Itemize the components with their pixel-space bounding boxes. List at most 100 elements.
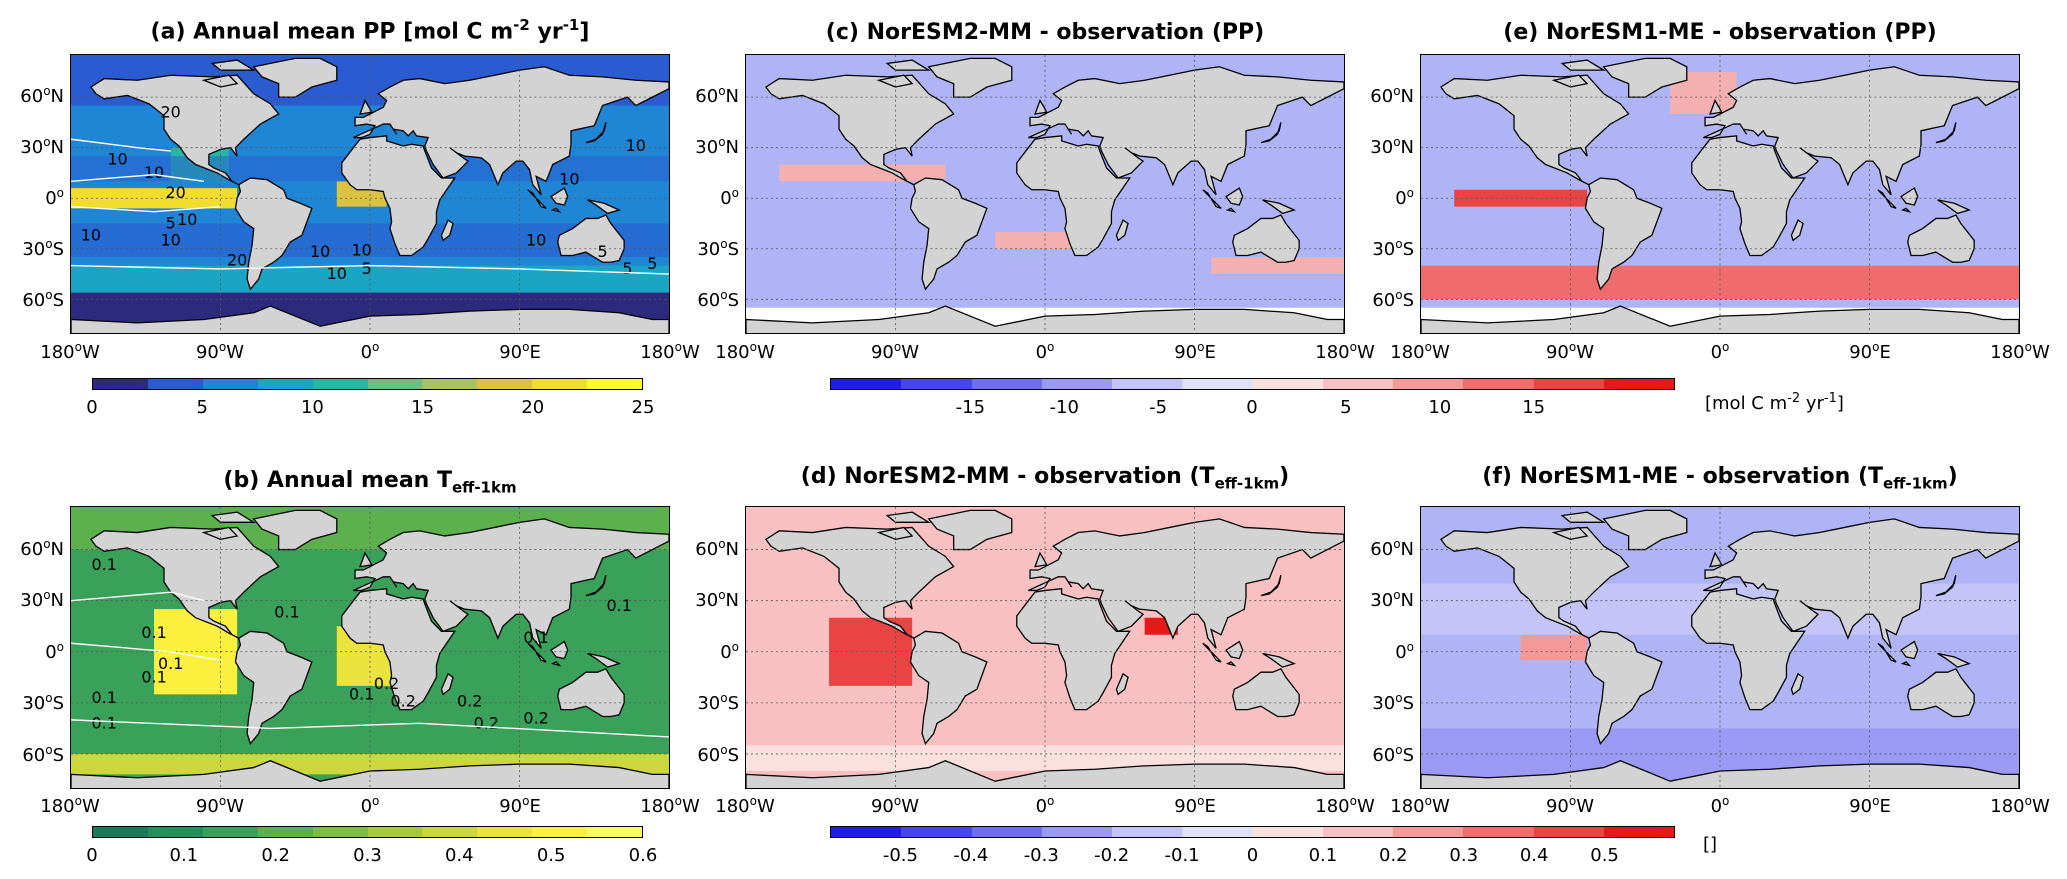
colorbar-segment [532,827,588,837]
contour-label: 0.1 [523,628,548,647]
map-panel-e [1420,54,2020,334]
land-mass [1421,57,2019,333]
map-panel-b: 0.1 0.1 0.1 0.1 0.1 0.1 0.2 0.1 0.2 0.2 0.2 0.2 0.1 0… [70,506,670,789]
lon-label: 180oW [1990,340,2050,363]
contour-label: 5 [597,242,607,261]
contour-label: 10 [161,230,181,249]
colorbar-segment [1533,379,1604,389]
colorbar-tick-label: 0.5 [1590,845,1619,866]
colorbar-segment [1112,379,1183,389]
colorbar-segment [147,827,203,837]
colorbar-tick-label: 15 [1522,397,1546,418]
lon-label: 90oE [1174,340,1216,363]
title-b: (b) Annual mean Teff-1km [223,468,517,497]
bottom-lat-label: 0o [45,639,64,663]
colorbar-b [92,826,643,838]
colorbar-segment [422,379,478,389]
title-d: (d) NorESM2-MM - observation (Teff-1km) [800,464,1290,493]
colorbar-segment [1533,827,1604,837]
bottom-lat-label: 60oS [22,742,64,766]
colorbar-tick-label: 0.4 [1519,845,1549,866]
map-d-svg [746,507,1344,788]
colorbar-segment [831,379,902,389]
top-lat-label: 0o [720,186,739,210]
colorbar-tick-label: 0 [86,845,98,866]
top-lat-label: 30oS [1372,237,1414,261]
colorbar-segment [1463,827,1534,837]
colorbar-segment [1393,379,1464,389]
colorbar-segment [202,827,258,837]
lon-label: 90oW [195,794,245,817]
top-lat-label: 30oN [20,135,64,159]
colorbar-segment [1182,379,1253,389]
colorbar-segment [587,827,643,837]
lon-label: 180oW [40,340,100,363]
bottom-lat-label: 30oN [20,588,64,612]
title-e: (e) NorESM1-ME - observation (PP) [1503,20,1937,45]
colorbar-segment [1041,827,1112,837]
lon-label: 90oW [195,340,245,363]
title-a: (a) Annual mean PP [mol C m-2 yr-1] [150,16,590,45]
colorbar-tick-label: -0.2 [1094,845,1130,866]
colorbar-segment [202,379,258,389]
lon-label: 0o [1710,794,1730,817]
contour-label: 20 [227,251,247,270]
colorbar-tick-label: 10 [300,397,324,418]
colorbar-t-diff [830,826,1675,838]
colorbar-tick-label: 0.3 [1449,845,1479,866]
colorbar-segment [477,827,533,837]
lon-label: 90oE [499,794,541,817]
colorbar-tick-label: 20 [521,397,545,418]
bottom-lat-label: 0o [1395,639,1414,663]
map-panel-c [745,54,1345,334]
contour-label: 10 [327,264,347,283]
top-lat-label: 30oS [697,237,739,261]
contour-label: 0.1 [349,684,374,703]
map-c-svg [746,55,1344,333]
colorbar-segment [422,827,478,837]
top-lat-label: 60oN [20,84,64,108]
contour-label: 0.2 [391,691,416,710]
lon-label: 90oW [870,794,920,817]
top-lat-label: 60oS [1372,288,1414,312]
colorbar-tick-label: 15 [411,397,435,418]
contour-label: 0.2 [457,691,482,710]
colorbar-segment [831,827,902,837]
colorbar-pp-diff [830,378,1675,390]
contour-label: 20 [161,102,181,121]
contour-label: 10 [352,241,372,260]
bottom-lat-label: 60oN [20,536,64,560]
lon-label: 180oW [40,794,100,817]
colorbar-segment [312,379,368,389]
map-panel-d [745,506,1345,789]
colorbar-tick-label: -0.1 [1164,845,1200,866]
contour-label: 0.1 [141,667,166,686]
colorbar-segment [93,379,148,389]
contour-label: 5 [362,259,372,278]
colorbar-segment [1322,379,1393,389]
contour-label: 5 [622,259,632,278]
bottom-lat-label: 30oS [22,691,64,715]
colorbar-segment [1603,379,1674,389]
colorbar-segment [587,379,643,389]
colorbar-segment [901,827,972,837]
contour-label: 10 [626,136,646,155]
top-lat-label: 60oN [695,84,739,108]
title-f: (f) NorESM1-ME - observation (Teff-1km) [1482,464,1958,493]
top-lat-label: 0o [45,186,64,210]
colorbar-tick-label: 0.3 [353,845,382,866]
contour-label: 10 [310,242,330,261]
contour-label: 20 [166,183,186,202]
contour-label: 10 [107,150,127,169]
contour-label: 0.1 [141,623,166,642]
colorbar-tick-label: 0.2 [261,845,290,866]
contour-label: 0.2 [374,674,399,693]
top-lat-label: 30oS [22,237,64,261]
lon-label: 90oW [870,340,920,363]
bottom-lat-label: 30oN [695,588,739,612]
lon-label: 90oE [1849,340,1891,363]
lon-label: 0o [1710,340,1730,363]
map-b-svg: 0.10.10.10.10.10.10.20.1 0.20.20.20.20.10… [71,507,669,788]
colorbar-segment [1182,827,1253,837]
